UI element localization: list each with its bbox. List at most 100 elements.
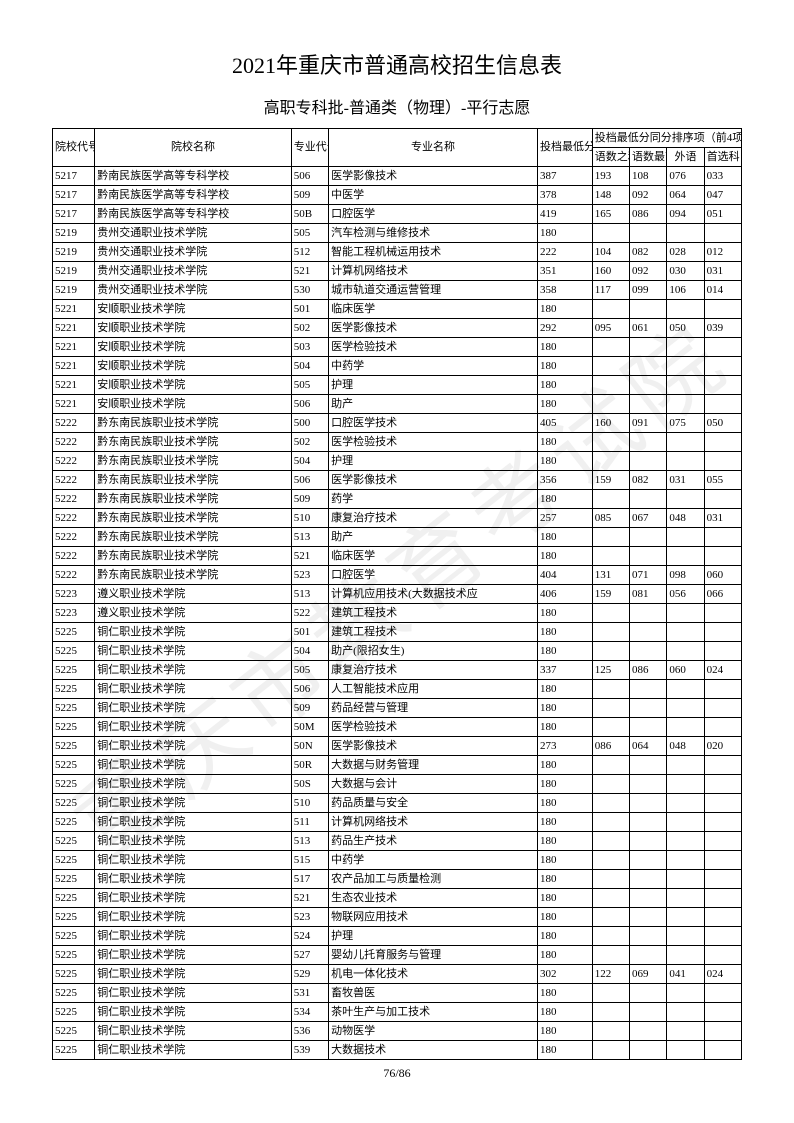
table-row: 5225铜仁职业技术学院506人工智能技术应用180 <box>53 680 742 699</box>
table-cell <box>667 528 704 547</box>
table-cell: 5222 <box>53 490 95 509</box>
table-cell: 180 <box>538 224 593 243</box>
table-cell: 5221 <box>53 395 95 414</box>
table-cell: 091 <box>630 414 667 433</box>
table-cell: 黔东南民族职业技术学院 <box>95 414 292 433</box>
table-row: 5221安顺职业技术学院506助产180 <box>53 395 742 414</box>
table-cell: 517 <box>291 870 328 889</box>
table-cell: 5221 <box>53 338 95 357</box>
header-sub4: 首选科目 <box>704 148 741 167</box>
table-cell <box>630 1003 667 1022</box>
table-cell: 524 <box>291 927 328 946</box>
table-cell <box>592 604 629 623</box>
table-cell: 193 <box>592 167 629 186</box>
table-cell: 智能工程机械运用技术 <box>329 243 538 262</box>
table-row: 5221安顺职业技术学院501临床医学180 <box>53 300 742 319</box>
table-cell <box>667 756 704 775</box>
table-cell: 505 <box>291 224 328 243</box>
table-cell: 056 <box>667 585 704 604</box>
table-cell <box>667 300 704 319</box>
table-row: 5217黔南民族医学高等专科学校506医学影像技术387193108076033 <box>53 167 742 186</box>
table-cell <box>630 870 667 889</box>
table-cell: 黔东南民族职业技术学院 <box>95 490 292 509</box>
table-cell: 180 <box>538 832 593 851</box>
table-cell: 安顺职业技术学院 <box>95 357 292 376</box>
table-cell: 5221 <box>53 357 95 376</box>
table-cell <box>704 547 741 566</box>
table-cell: 033 <box>704 167 741 186</box>
table-row: 5225铜仁职业技术学院527婴幼儿托育服务与管理180 <box>53 946 742 965</box>
table-cell <box>704 357 741 376</box>
table-cell: 计算机应用技术(大数据技术应 <box>329 585 538 604</box>
table-row: 5225铜仁职业技术学院511计算机网络技术180 <box>53 813 742 832</box>
table-cell: 076 <box>667 167 704 186</box>
table-cell: 5219 <box>53 262 95 281</box>
table-cell: 黔东南民族职业技术学院 <box>95 471 292 490</box>
table-cell <box>630 680 667 699</box>
table-row: 5217黔南民族医学高等专科学校50B口腔医学419165086094051 <box>53 205 742 224</box>
table-cell <box>592 642 629 661</box>
table-cell <box>667 908 704 927</box>
table-cell: 504 <box>291 452 328 471</box>
table-cell <box>704 775 741 794</box>
table-cell: 5221 <box>53 376 95 395</box>
table-cell <box>592 376 629 395</box>
table-cell <box>630 946 667 965</box>
table-cell <box>667 1003 704 1022</box>
table-cell: 医学检验技术 <box>329 718 538 737</box>
table-cell: 356 <box>538 471 593 490</box>
table-cell: 506 <box>291 395 328 414</box>
table-cell: 农产品加工与质量检测 <box>329 870 538 889</box>
table-cell <box>630 813 667 832</box>
table-cell: 助产(限招女生) <box>329 642 538 661</box>
table-cell: 099 <box>630 281 667 300</box>
table-row: 5223遵义职业技术学院513计算机应用技术(大数据技术应40615908105… <box>53 585 742 604</box>
table-cell <box>630 718 667 737</box>
header-major-code: 专业代号 <box>291 129 328 167</box>
table-cell <box>592 395 629 414</box>
table-cell: 180 <box>538 604 593 623</box>
table-cell: 521 <box>291 889 328 908</box>
table-cell <box>667 870 704 889</box>
table-cell: 521 <box>291 262 328 281</box>
table-cell: 502 <box>291 319 328 338</box>
table-row: 5222黔东南民族职业技术学院510康复治疗技术257085067048031 <box>53 509 742 528</box>
table-row: 5219贵州交通职业技术学院512智能工程机械运用技术2221040820280… <box>53 243 742 262</box>
table-row: 5219贵州交通职业技术学院505汽车检测与维修技术180 <box>53 224 742 243</box>
table-row: 5225铜仁职业技术学院504助产(限招女生)180 <box>53 642 742 661</box>
table-cell <box>667 851 704 870</box>
table-cell: 5225 <box>53 870 95 889</box>
table-cell <box>630 642 667 661</box>
table-cell: 口腔医学技术 <box>329 414 538 433</box>
table-cell <box>630 547 667 566</box>
table-cell: 405 <box>538 414 593 433</box>
table-cell: 501 <box>291 300 328 319</box>
table-cell <box>667 604 704 623</box>
table-cell: 药品质量与安全 <box>329 794 538 813</box>
table-cell: 504 <box>291 357 328 376</box>
page-number: 76/86 <box>52 1066 742 1081</box>
table-cell <box>592 452 629 471</box>
table-cell: 5223 <box>53 604 95 623</box>
table-cell: 5221 <box>53 319 95 338</box>
table-row: 5225铜仁职业技术学院513药品生产技术180 <box>53 832 742 851</box>
table-row: 5225铜仁职业技术学院536动物医学180 <box>53 1022 742 1041</box>
table-row: 5225铜仁职业技术学院505康复治疗技术337125086060024 <box>53 661 742 680</box>
table-cell: 贵州交通职业技术学院 <box>95 262 292 281</box>
table-cell: 5225 <box>53 946 95 965</box>
table-header: 院校代号 院校名称 专业代号 专业名称 投档最低分 投档最低分同分排序项（前4项… <box>53 129 742 167</box>
table-cell <box>667 1022 704 1041</box>
table-cell: 药品生产技术 <box>329 832 538 851</box>
table-cell: 计算机网络技术 <box>329 262 538 281</box>
table-row: 5221安顺职业技术学院505护理180 <box>53 376 742 395</box>
table-cell: 534 <box>291 1003 328 1022</box>
table-cell <box>704 452 741 471</box>
table-cell: 5225 <box>53 680 95 699</box>
table-cell <box>704 1003 741 1022</box>
table-cell: 铜仁职业技术学院 <box>95 927 292 946</box>
table-row: 5222黔东南民族职业技术学院521临床医学180 <box>53 547 742 566</box>
table-cell: 504 <box>291 642 328 661</box>
table-cell: 503 <box>291 338 328 357</box>
table-cell <box>704 851 741 870</box>
table-cell: 125 <box>592 661 629 680</box>
